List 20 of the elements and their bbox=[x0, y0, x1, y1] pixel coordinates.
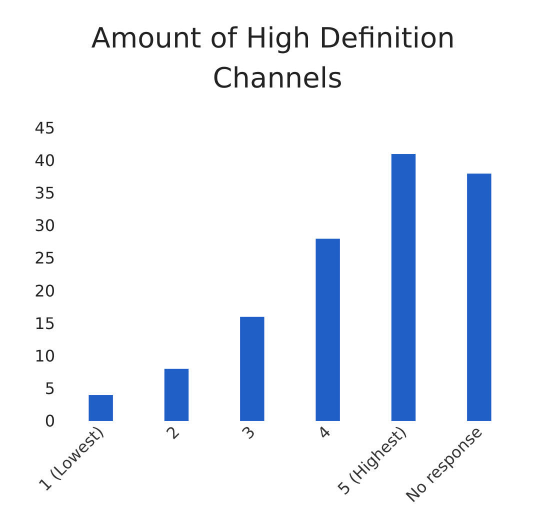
bar bbox=[164, 368, 189, 421]
bar bbox=[391, 154, 416, 421]
y-tick-label: 25 bbox=[34, 248, 55, 268]
y-tick-label: 0 bbox=[44, 412, 55, 430]
y-tick-label: 5 bbox=[44, 378, 55, 398]
chart-title: Amount of High Definition Channels bbox=[91, 22, 464, 94]
x-tick-label: 3 bbox=[238, 422, 259, 443]
bar bbox=[467, 174, 492, 421]
y-tick-label: 10 bbox=[34, 346, 55, 366]
y-tick-label: 40 bbox=[34, 151, 55, 170]
bar bbox=[88, 394, 113, 421]
y-tick-label: 30 bbox=[34, 216, 55, 236]
x-tick-label: 4 bbox=[314, 422, 335, 443]
bar bbox=[316, 238, 340, 421]
y-tick-label: 15 bbox=[34, 314, 55, 333]
y-tick-label: 45 bbox=[34, 118, 55, 138]
y-tick-label: 35 bbox=[34, 184, 55, 203]
x-tick-label: 2 bbox=[162, 422, 184, 443]
y-tick-label: 20 bbox=[34, 281, 55, 300]
bar bbox=[240, 316, 264, 421]
